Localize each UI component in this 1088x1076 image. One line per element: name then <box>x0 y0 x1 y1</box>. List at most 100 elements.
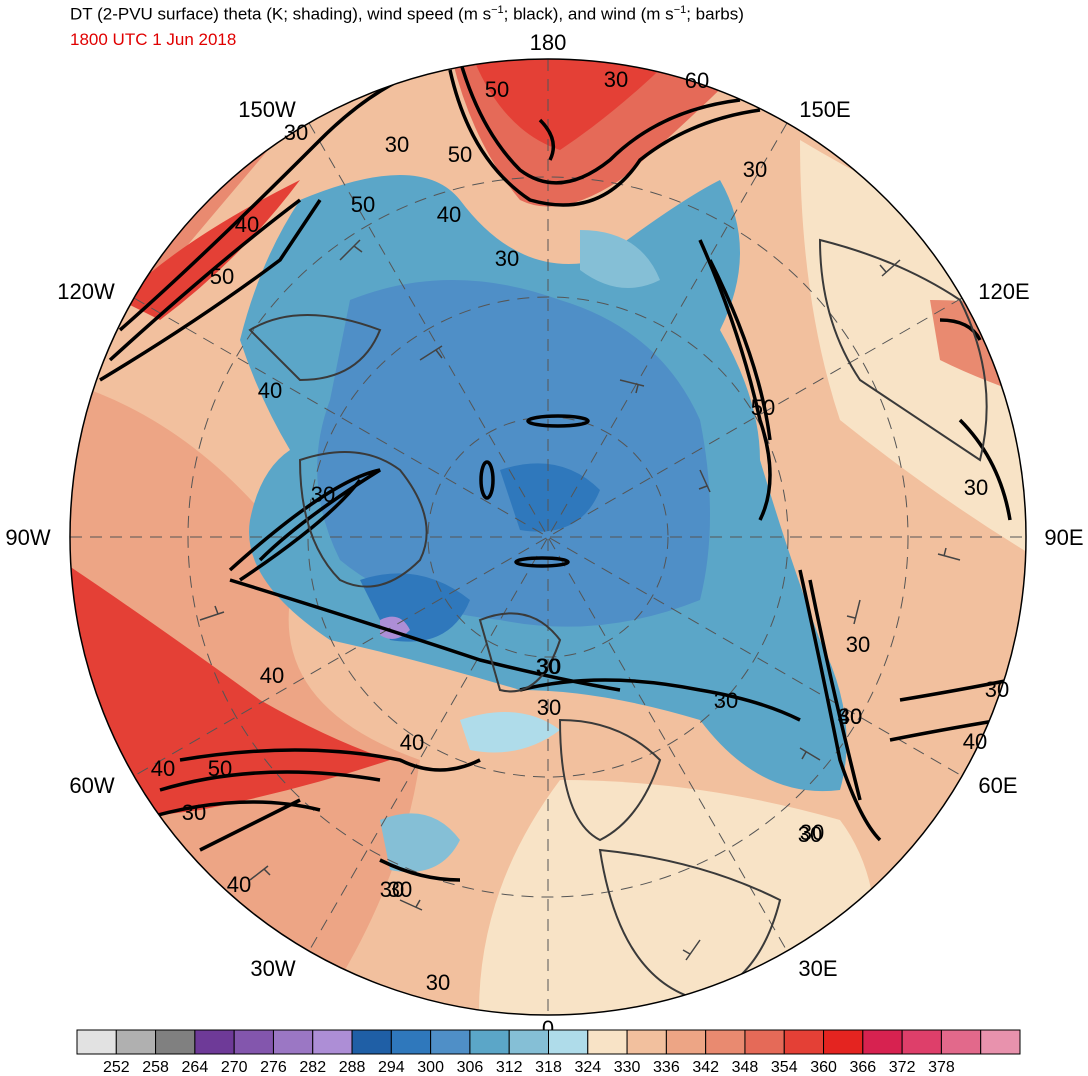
colorbar-tick-label: 312 <box>496 1059 523 1076</box>
colorbar-tick-label: 342 <box>692 1059 719 1076</box>
contour-label: 30 <box>311 482 335 507</box>
lon-label-90e: 90E <box>1044 525 1083 550</box>
theta-shading <box>70 59 1026 1015</box>
contour-label: 30 <box>537 695 561 720</box>
colorbar-swatch <box>783 1029 825 1055</box>
colorbar-tick-label: 252 <box>103 1059 130 1076</box>
colorbar-swatch <box>469 1029 510 1055</box>
contour-label: 30 <box>985 677 1009 702</box>
contour-label: 30 <box>385 132 409 157</box>
colorbar-tick-label: 270 <box>221 1059 248 1076</box>
shading-cool-europe <box>479 780 876 1015</box>
colorbar-tick-label: 276 <box>260 1059 287 1076</box>
colorbar-tick-label: 378 <box>928 1059 955 1076</box>
shading-hot-north <box>470 59 680 150</box>
contour-label: 30 <box>964 475 988 500</box>
colorbar-tick-label: 360 <box>810 1059 837 1076</box>
colorbar-tick-label: 300 <box>417 1059 444 1076</box>
lon-label-30w: 30W <box>250 956 295 981</box>
colorbar-tick-label: 258 <box>142 1059 169 1076</box>
contour-label: 50 <box>210 264 234 289</box>
contour-label: 50 <box>485 77 509 102</box>
colorbar-swatch <box>233 1029 274 1055</box>
colorbar-tick-label: 330 <box>614 1059 641 1076</box>
colorbar-swatch <box>940 1029 982 1055</box>
colorbar-swatch <box>665 1029 707 1055</box>
colorbar-tick-label: 372 <box>889 1059 916 1076</box>
colorbar: 252 258 264 270 276 282 288 294 300 306 312 318 324 3… <box>76 1029 1021 1076</box>
contour-label: 30 <box>846 632 870 657</box>
colorbar-swatch <box>76 1029 117 1055</box>
colorbar-swatch <box>390 1029 432 1055</box>
contour-label: 50 <box>208 756 232 781</box>
contour-label: 40 <box>260 663 284 688</box>
colorbar-swatch <box>744 1029 785 1055</box>
valid-time: 1800 UTC 1 Jun 2018 <box>70 30 237 49</box>
lon-label-180: 180 <box>530 30 567 55</box>
contour-label: 40 <box>963 729 987 754</box>
wind-speed-contours <box>99 59 1012 882</box>
contour-label: 30 <box>182 800 206 825</box>
contour-label: 30 <box>800 820 824 845</box>
colorbar-tick-label: 348 <box>732 1059 759 1076</box>
chart-title: DT (2-PVU surface) theta (K; shading), w… <box>70 4 744 25</box>
colorbar-swatch <box>312 1029 353 1055</box>
contour-label: 30 <box>714 688 738 713</box>
title-part-2: ; black), and wind (m s <box>503 4 674 24</box>
contour-label: 40 <box>258 378 282 403</box>
contour-label: 30 <box>798 822 822 847</box>
colorbar-swatch <box>901 1029 942 1055</box>
colorbar-tick-label: 264 <box>182 1059 209 1076</box>
map-border <box>69 58 1027 1016</box>
colorbar-tick-label: 366 <box>849 1059 876 1076</box>
contour-label: 50 <box>448 142 472 167</box>
colorbar-swatch <box>194 1029 235 1055</box>
lon-label-150e: 150E <box>799 97 850 122</box>
contour-label: 30 <box>284 120 308 145</box>
colorbar-swatch <box>705 1029 746 1055</box>
colorbar-tick-label: 294 <box>378 1059 405 1076</box>
colorbar-tick-label: 318 <box>535 1059 562 1076</box>
shading-cool-patch-c <box>380 813 460 872</box>
colorbar-swatch <box>430 1029 471 1055</box>
title-part-1: DT (2-PVU surface) theta (K; shading), w… <box>70 4 492 24</box>
contour-label: 30 <box>426 970 450 995</box>
colorbar-tick-label: 324 <box>574 1059 601 1076</box>
colorbar-swatch <box>626 1029 667 1055</box>
contour-label: 30 <box>537 654 561 679</box>
contour-label: 30 <box>838 704 862 729</box>
colorbar-swatch <box>272 1029 314 1055</box>
colorbar-swatch <box>587 1029 628 1055</box>
contour-label: 30 <box>388 877 412 902</box>
lon-label-120w: 120W <box>57 279 115 304</box>
contour-label: 30 <box>743 157 767 182</box>
lon-label-60e: 60E <box>978 773 1017 798</box>
title-part-3: ; barbs) <box>686 4 744 24</box>
shading-cool-patch-a <box>580 230 660 288</box>
contour-label: 40 <box>437 202 461 227</box>
colorbar-tick-label: 306 <box>457 1059 484 1076</box>
colorbar-tick-label: 288 <box>339 1059 366 1076</box>
contour-label: 30 <box>536 654 560 679</box>
lon-label-90w: 90W <box>5 525 50 550</box>
colorbar-swatch <box>980 1029 1021 1055</box>
contour-labels: 3050306050303050304040405030303050303040… <box>151 67 1009 995</box>
colorbar-swatch <box>823 1029 864 1055</box>
contour-label: 40 <box>151 756 175 781</box>
lon-label-30e: 30E <box>798 956 837 981</box>
contour-label: 50 <box>751 395 775 420</box>
shading-coldest-b <box>500 463 600 532</box>
contour-label: 40 <box>227 872 251 897</box>
colorbar-swatch <box>862 1029 903 1055</box>
wind-barbs <box>199 239 961 961</box>
contour-label: 60 <box>685 68 709 93</box>
colorbar-swatch <box>115 1029 157 1055</box>
contour-label: 40 <box>838 704 862 729</box>
shading-hot-pacific <box>120 180 300 320</box>
colorbar-tick-label: 336 <box>653 1059 680 1076</box>
title-sup-1: −1 <box>491 4 504 16</box>
shading-colder-core <box>317 280 710 627</box>
coastlines <box>248 238 988 1002</box>
shading-cool-patch-b <box>460 712 560 753</box>
